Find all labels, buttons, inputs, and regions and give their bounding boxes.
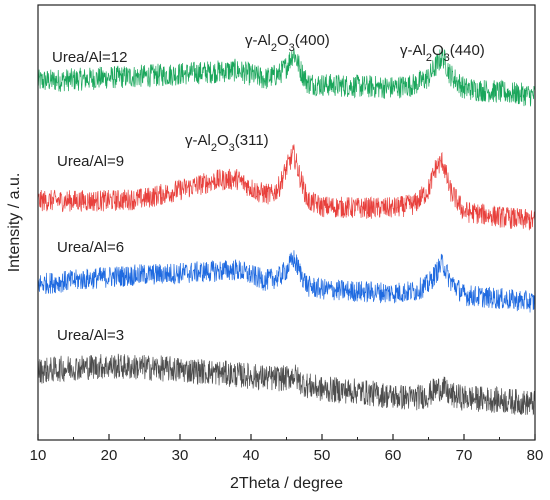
x-tick-label: 80 [527,447,544,464]
series-line-urea-al-3 [37,353,536,416]
x-tick-label: 50 [314,447,331,464]
series-label: Urea/Al=9 [57,153,124,170]
peak-annotation: γ-Al2O3(440) [400,42,485,64]
series-label: Urea/Al=12 [52,49,127,66]
x-tick-label: 30 [172,447,189,464]
series-label: Urea/Al=6 [57,239,124,256]
x-axis-label: 2Theta / degree [230,475,343,492]
y-axis-label: Intensity / a.u. [6,173,23,273]
x-tick-label: 40 [243,447,260,464]
peak-annotation: γ-Al2O3(400) [245,32,330,54]
x-tick-label: 70 [456,447,473,464]
series-label: Urea/Al=3 [57,327,124,344]
series-line-urea-al-12 [37,47,536,107]
x-tick-label: 20 [101,447,118,464]
plot-area: 10 20 30 40 50 60 70 80 2Theta / degree Intensity… [6,4,544,492]
series-line-urea-al-9 [37,144,536,231]
peak-annotation: γ-Al2O3(311) [185,132,269,154]
x-tick-label: 60 [385,447,402,464]
series-line-urea-al-6 [37,250,536,313]
x-tick-label: 10 [30,447,47,464]
